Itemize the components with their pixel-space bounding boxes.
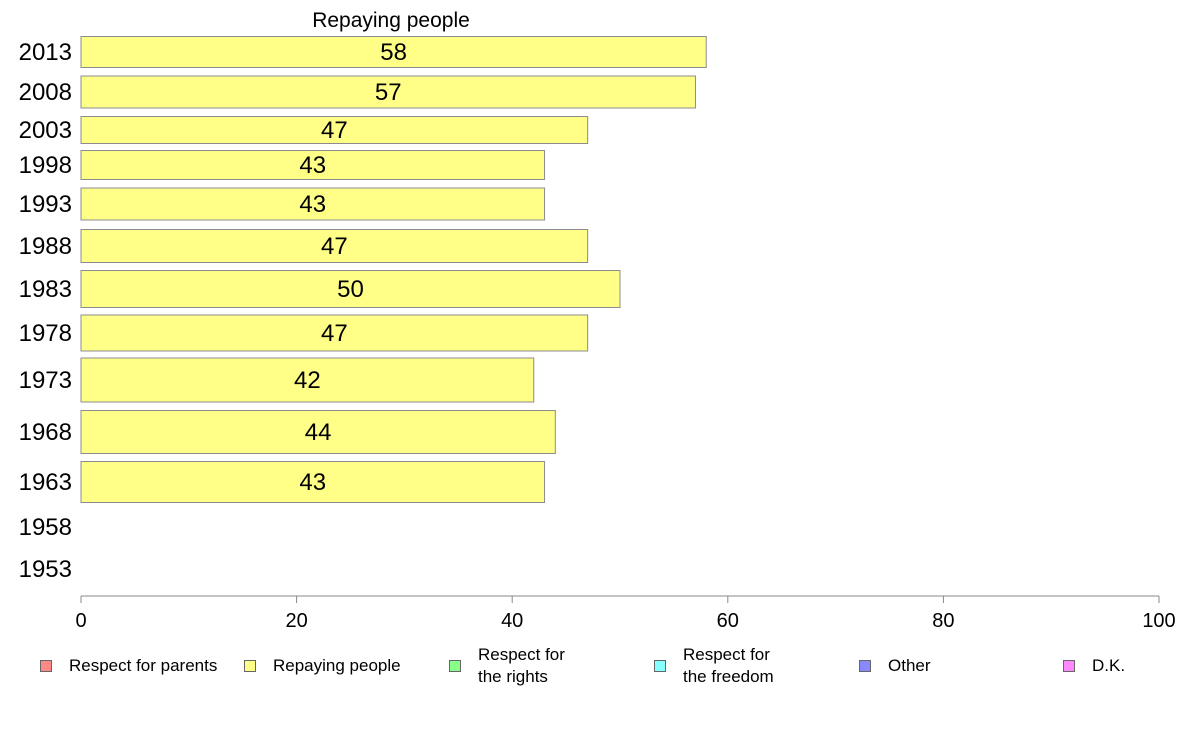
legend: Respect for parents Repaying people Resp… <box>0 644 1188 694</box>
bar-value-label: 43 <box>299 469 326 496</box>
y-tick-label: 1963 <box>19 469 72 496</box>
y-tick-label: 1993 <box>19 191 72 218</box>
y-tick-label: 2003 <box>19 117 72 144</box>
legend-item-respect-for-the-rights: Respect for the rights <box>449 644 565 688</box>
bar <box>80 116 589 144</box>
bar-value-label: 47 <box>321 320 348 347</box>
y-tick-label: 2008 <box>19 79 72 106</box>
bar-value-label: 47 <box>321 117 348 144</box>
bar-value-label: 57 <box>375 79 402 106</box>
legend-swatch <box>654 660 666 672</box>
bar <box>80 36 707 68</box>
y-axis-labels: 2013 2008 2003 1998 1993 1988 1983 1978 1973 1968… <box>19 39 72 583</box>
bar <box>80 314 589 352</box>
bar <box>80 187 546 221</box>
y-tick-label: 1968 <box>19 419 72 446</box>
legend-swatch <box>1063 660 1075 672</box>
legend-label: Repaying people <box>273 656 401 675</box>
bar-value-label: 43 <box>299 152 326 179</box>
legend-item-respect-for-the-freedom: Respect for the freedom <box>654 644 774 688</box>
legend-swatch <box>449 660 461 672</box>
legend-swatch <box>859 660 871 672</box>
bar-value-label: 42 <box>294 367 321 394</box>
y-tick-label: 1988 <box>19 233 72 260</box>
legend-label: Respect for parents <box>69 656 218 675</box>
bar-value-label: 47 <box>321 233 348 260</box>
y-tick-label: 1998 <box>19 152 72 179</box>
x-tick-label: 40 <box>501 610 523 632</box>
y-tick-label: 2013 <box>19 39 72 66</box>
y-tick-label: 1983 <box>19 276 72 303</box>
bar-value-label: 58 <box>380 39 407 66</box>
y-tick-label: 1953 <box>19 556 72 583</box>
y-tick-label: 1978 <box>19 320 72 347</box>
bar <box>80 75 696 109</box>
legend-item-respect-for-parents: Respect for parents <box>40 644 217 688</box>
legend-label: Respect for the freedom <box>683 645 774 686</box>
legend-swatch <box>40 660 52 672</box>
bar <box>80 229 589 263</box>
bar-value-label: 43 <box>299 191 326 218</box>
bar <box>80 357 535 403</box>
legend-item-other: Other <box>859 644 931 688</box>
x-tick-label: 100 <box>1142 610 1175 632</box>
bar <box>80 410 556 454</box>
x-axis: 0 20 40 60 80 100 <box>75 595 1176 632</box>
y-tick-label: 1958 <box>19 514 72 541</box>
bar <box>80 461 546 503</box>
x-tick-label: 0 <box>75 610 86 632</box>
legend-swatch <box>244 660 256 672</box>
bar <box>80 270 621 308</box>
x-tick-label: 60 <box>717 610 739 632</box>
x-tick-label: 20 <box>285 610 307 632</box>
legend-label: Respect for the rights <box>478 645 565 686</box>
legend-label: Other <box>888 656 931 675</box>
bar-value-label: 50 <box>337 276 364 303</box>
bar-value-label: 44 <box>305 419 332 446</box>
y-tick-label: 1973 <box>19 367 72 394</box>
legend-item-repaying-people: Repaying people <box>244 644 401 688</box>
bar <box>80 150 546 180</box>
x-tick-label: 80 <box>932 610 954 632</box>
chart-title: Repaying people <box>312 9 470 32</box>
legend-item-dk: D.K. <box>1063 644 1125 688</box>
legend-label: D.K. <box>1092 656 1126 675</box>
